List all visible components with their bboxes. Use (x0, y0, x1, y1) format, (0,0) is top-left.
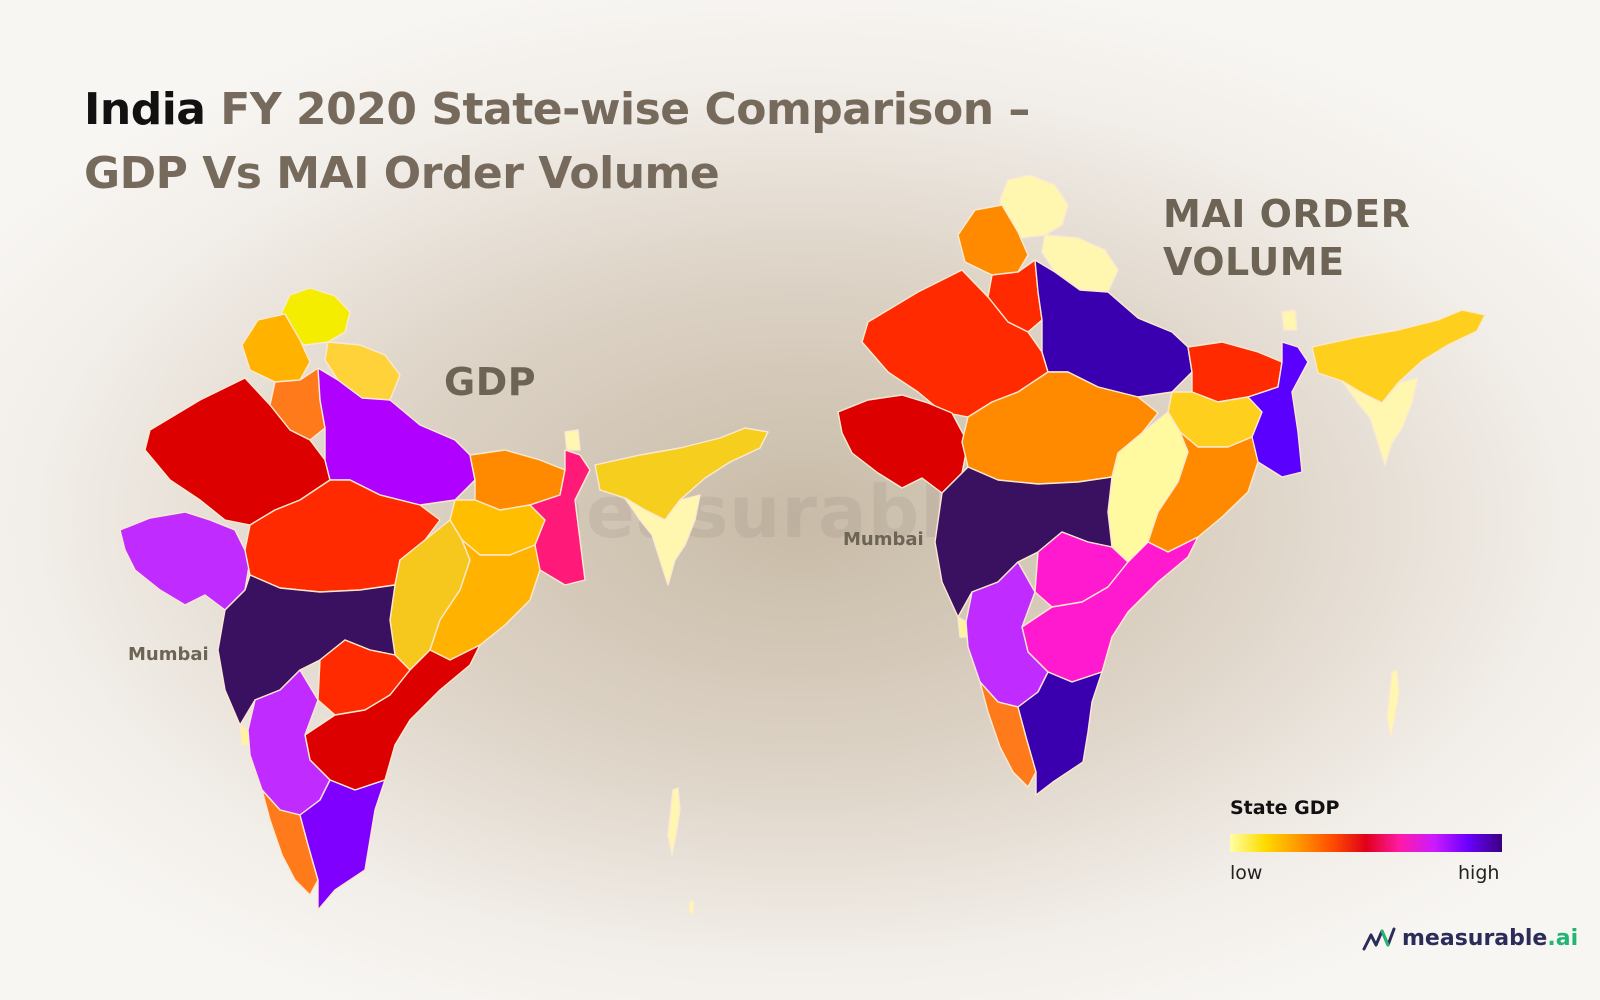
mai-city-label-mumbai: Mumbai (843, 529, 924, 550)
state-gujarat (119, 511, 251, 611)
measurable-ai-logo-icon (1362, 927, 1396, 950)
state-tamil-nadu (299, 779, 386, 911)
mai-state-odisha (1147, 431, 1259, 553)
state-kerala (261, 789, 319, 896)
gdp-map-label: GDP (444, 360, 537, 404)
islands-andaman (667, 787, 695, 916)
brand-logo: measurable.ai (1362, 926, 1578, 951)
mai-state-sikkim (1281, 309, 1298, 331)
mai-state-northeast-south (1341, 377, 1419, 466)
state-sikkim (564, 429, 581, 451)
legend-high-label: high (1458, 862, 1500, 884)
mai-map-label-line2: VOLUME (1163, 240, 1345, 284)
mai-map-label-line1: MAI ORDER (1163, 192, 1411, 236)
gdp-city-label-mumbai: Mumbai (128, 644, 209, 665)
mai-map (837, 174, 1486, 796)
title-line1: FY 2020 State-wise Comparison – (220, 84, 1030, 135)
mai-islands-andaman (1386, 669, 1400, 738)
legend-title: State GDP (1230, 797, 1340, 819)
legend-low-label: low (1230, 862, 1263, 884)
legend-gradient-bar (1230, 834, 1502, 852)
gdp-map (119, 287, 769, 916)
mai-map-label: MAI ORDER VOLUME (1163, 190, 1410, 286)
brand-name: measurable.ai (1402, 926, 1579, 951)
mai-state-kerala (979, 681, 1037, 788)
state-odisha (429, 539, 541, 661)
state-northeast-south (624, 494, 701, 586)
mai-state-tamil-nadu (1017, 671, 1103, 796)
title-line2: GDP Vs MAI Order Volume (84, 148, 720, 199)
page-title: India FY 2020 State-wise Comparison – GD… (84, 78, 1030, 206)
title-emphasis: India (84, 84, 206, 135)
